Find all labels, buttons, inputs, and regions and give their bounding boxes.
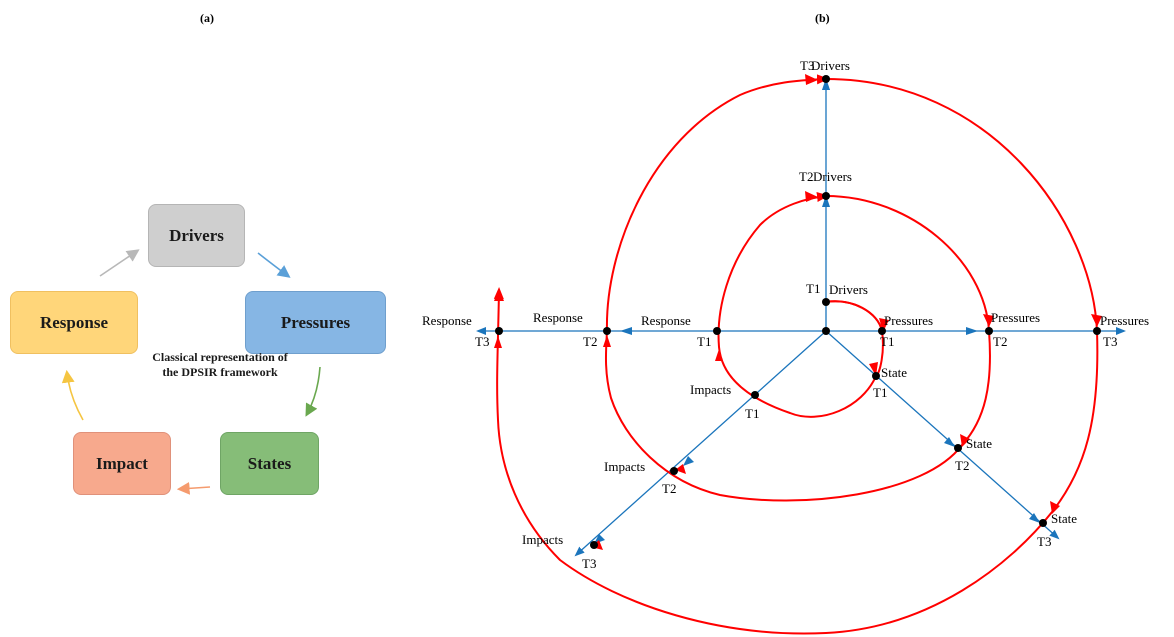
spiral-t1-entry bbox=[825, 300, 883, 332]
label-t1-impacts: T1 bbox=[745, 406, 759, 421]
nodes bbox=[495, 75, 1101, 549]
node-pressures-t1 bbox=[878, 327, 886, 335]
panel-b-label: (b) bbox=[815, 11, 830, 25]
label-t3-state: T3 bbox=[1037, 534, 1051, 549]
label-t3-drivers: T3 bbox=[800, 58, 814, 73]
arrow-pressures-to-states bbox=[305, 366, 321, 417]
label-t3-pressures: T3 bbox=[1103, 334, 1117, 349]
node-pressures-t2 bbox=[985, 327, 993, 335]
states-box: States bbox=[220, 432, 319, 495]
pressures-box: Pressures bbox=[245, 291, 386, 354]
label-state-t2: State bbox=[966, 436, 992, 451]
arrow-drivers-to-pressures bbox=[257, 252, 291, 278]
node-response-t1 bbox=[713, 327, 721, 335]
label-t2-drivers: T2 bbox=[799, 169, 813, 184]
label-drivers-t1: Drivers bbox=[829, 282, 868, 297]
node-response-t3 bbox=[495, 327, 503, 335]
label-response-t2: Response bbox=[533, 310, 583, 325]
label-response-t3: Response bbox=[422, 313, 472, 328]
response-box: Response bbox=[10, 291, 138, 354]
label-pressures-t2: Pressures bbox=[991, 310, 1040, 325]
spiral-t2 bbox=[604, 74, 991, 502]
panel-a-label: (a) bbox=[200, 11, 214, 25]
label-pressures-t1: Pressures bbox=[884, 313, 933, 328]
label-pressures-t3: Pressures bbox=[1100, 313, 1149, 328]
spiral-t3 bbox=[493, 78, 1099, 635]
spiral-arrowheads bbox=[494, 74, 1102, 550]
arrow-impact-to-response bbox=[61, 369, 84, 421]
label-t1-state: T1 bbox=[873, 385, 887, 400]
node-response-t2 bbox=[603, 327, 611, 335]
label-impacts-t1: Impacts bbox=[690, 382, 731, 397]
label-state-t3: State bbox=[1051, 511, 1077, 526]
node-state-t1 bbox=[872, 372, 880, 380]
node-drivers-t3 bbox=[822, 75, 830, 83]
node-impacts-t3 bbox=[590, 541, 598, 549]
dpsir-caption: Classical representation of the DPSIR fr… bbox=[152, 350, 288, 379]
impact-box: Impact bbox=[73, 432, 171, 495]
cycle-arrows bbox=[61, 249, 321, 495]
axis-state bbox=[825, 330, 1060, 540]
label-t2-pressures: T2 bbox=[993, 334, 1007, 349]
node-state-t2 bbox=[954, 444, 962, 452]
label-t1-response: T1 bbox=[697, 334, 711, 349]
labels: Drivers T1 Drivers T2 Drivers T3 Pressur… bbox=[422, 58, 1149, 571]
label-t1-drivers: T1 bbox=[806, 281, 820, 296]
label-t2-impacts: T2 bbox=[662, 481, 676, 496]
label-drivers-t2: Drivers bbox=[813, 169, 852, 184]
axis-intermediate-arrows bbox=[594, 78, 1040, 544]
label-t2-state: T2 bbox=[955, 458, 969, 473]
axis-impacts bbox=[574, 330, 827, 557]
label-drivers-t3: Drivers bbox=[811, 58, 850, 73]
node-impacts-t1 bbox=[751, 391, 759, 399]
node-pressures-t3 bbox=[1093, 327, 1101, 335]
node-center bbox=[822, 327, 830, 335]
node-state-t3 bbox=[1039, 519, 1047, 527]
label-t3-impacts: T3 bbox=[582, 556, 596, 571]
arrow-response-to-drivers bbox=[99, 249, 140, 277]
node-impacts-t2 bbox=[670, 467, 678, 475]
label-t1-pressures: T1 bbox=[880, 334, 894, 349]
arrow-states-to-impact bbox=[176, 481, 211, 495]
drivers-box: Drivers bbox=[148, 204, 245, 267]
label-state-t1: State bbox=[881, 365, 907, 380]
label-impacts-t3: Impacts bbox=[522, 532, 563, 547]
label-response-t1: Response bbox=[641, 313, 691, 328]
node-drivers-t1 bbox=[822, 298, 830, 306]
label-impacts-t2: Impacts bbox=[604, 459, 645, 474]
label-t2-response: T2 bbox=[583, 334, 597, 349]
label-t3-response: T3 bbox=[475, 334, 489, 349]
node-drivers-t2 bbox=[822, 192, 830, 200]
